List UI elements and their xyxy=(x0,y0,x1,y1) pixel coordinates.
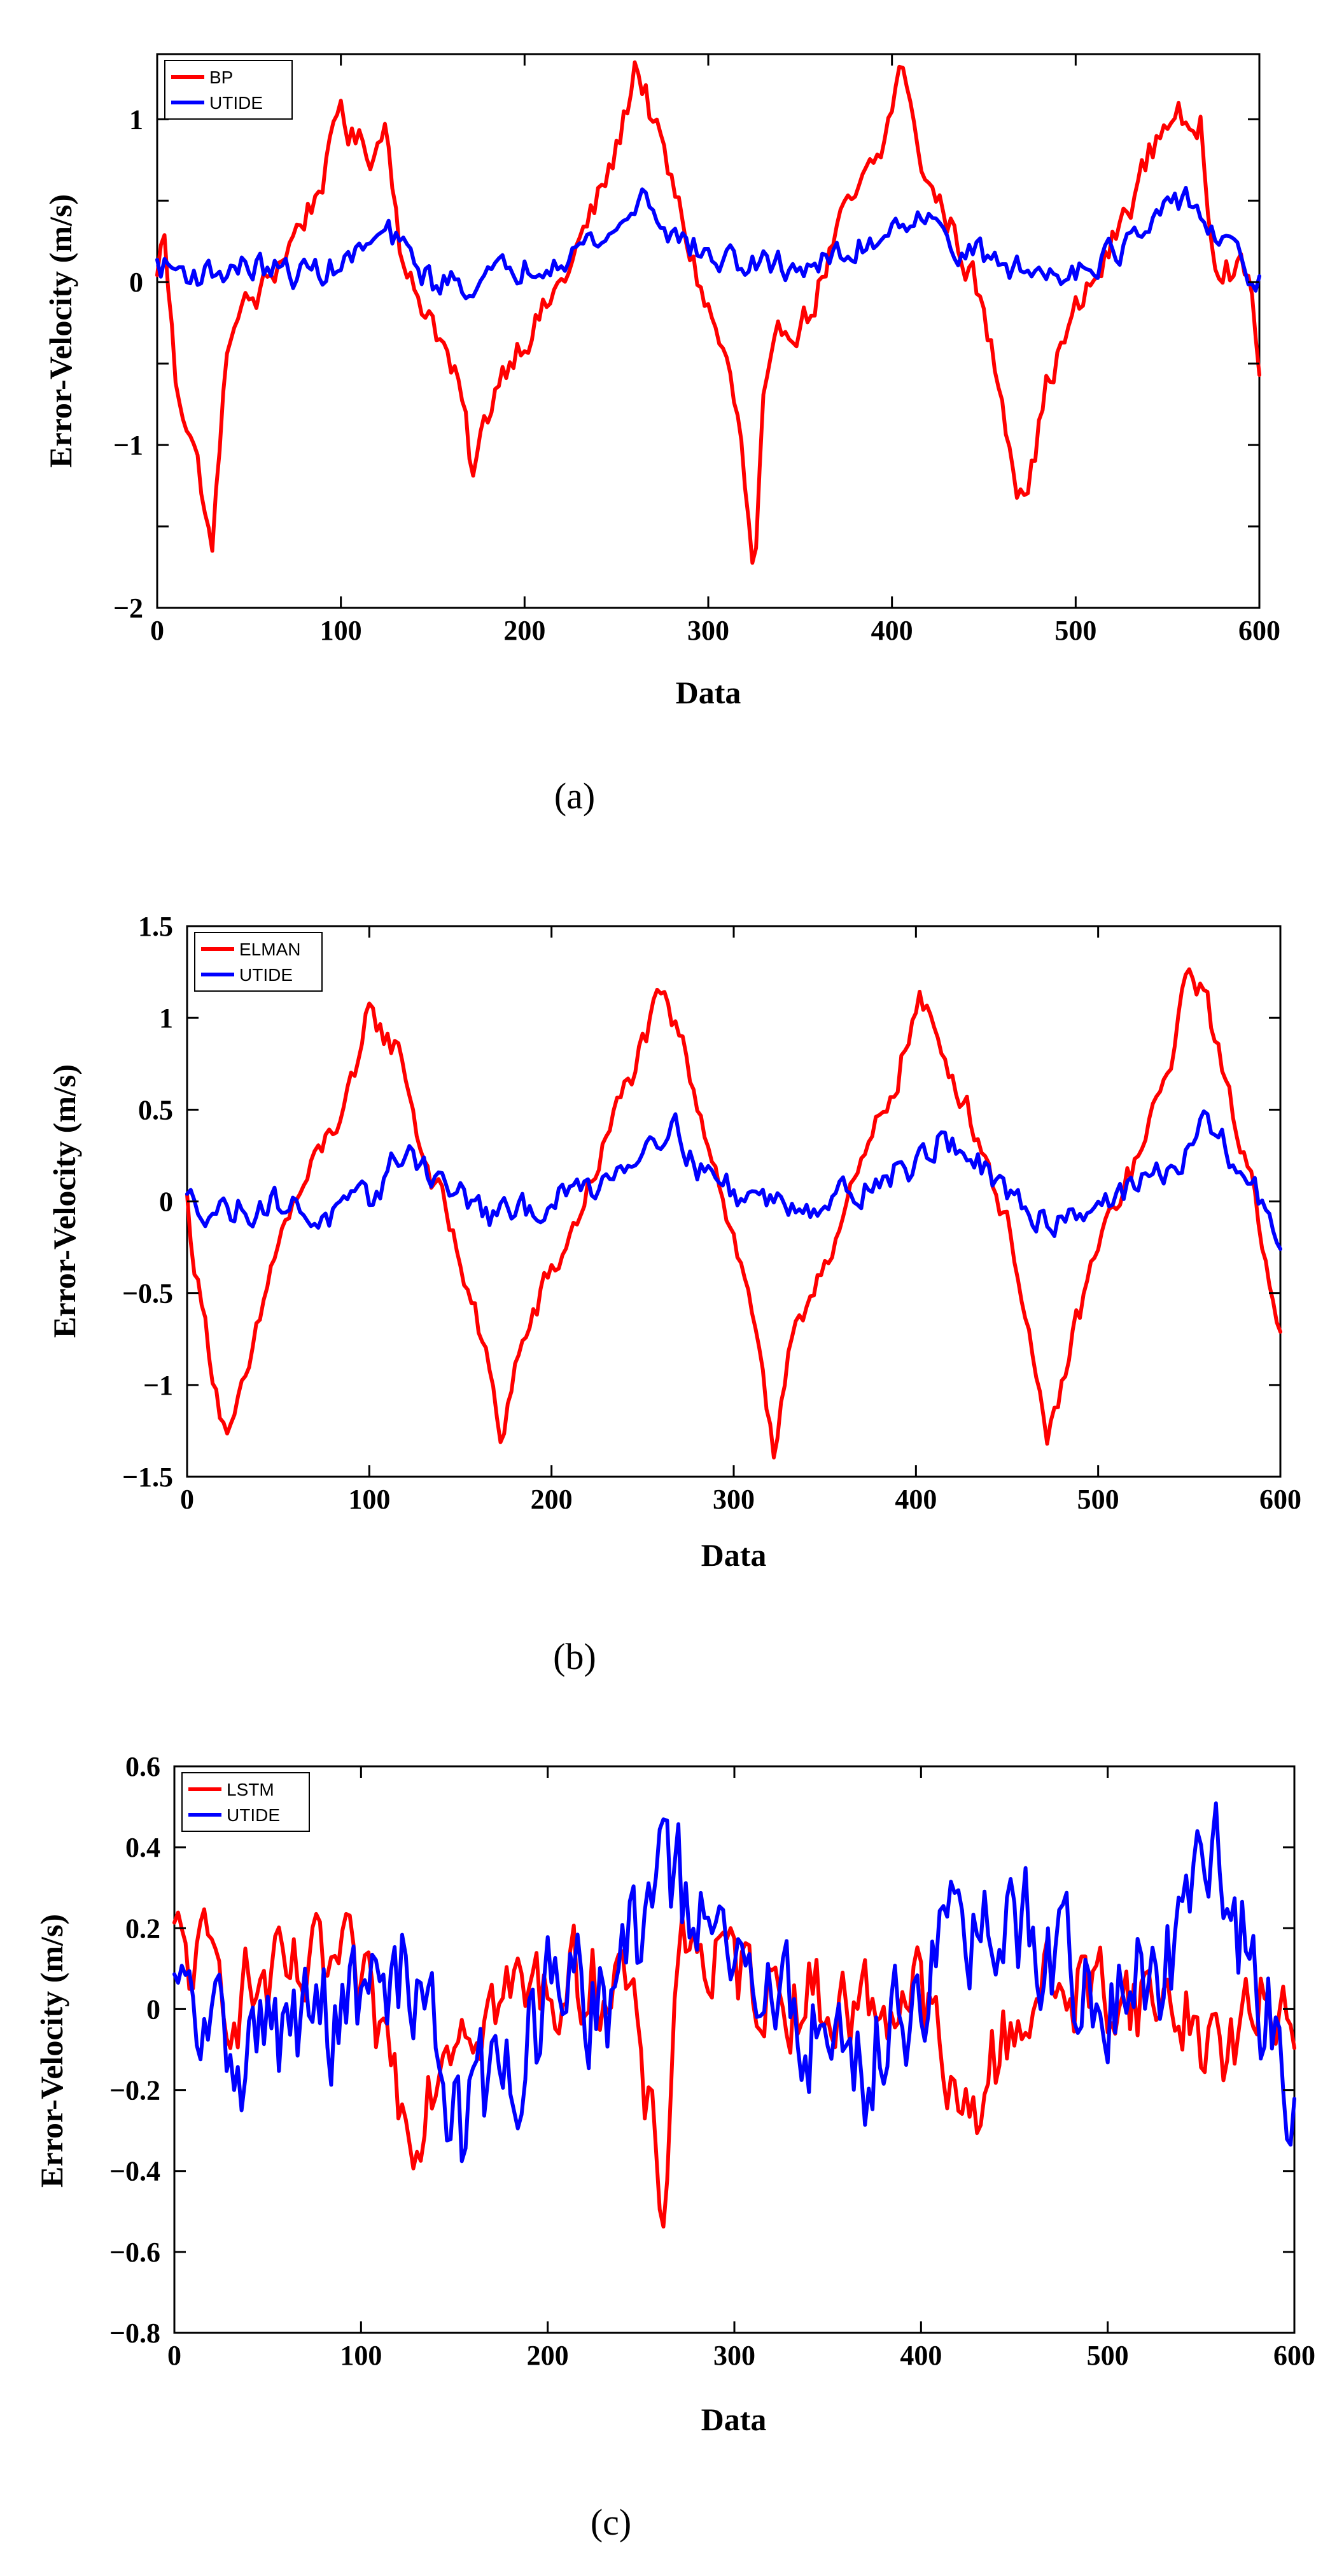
y-tick-label-b-3: 0 xyxy=(159,1186,173,1218)
y-tick-label-b-4: −0.5 xyxy=(122,1278,173,1309)
legend-label-bp-a: BP xyxy=(209,67,233,87)
y-tick-label-a-6: −2 xyxy=(113,593,143,624)
y-tick-label-b-1: 1 xyxy=(159,1003,173,1034)
series-line-utide-a xyxy=(155,186,1261,300)
plot-area-c xyxy=(173,1765,1296,2334)
x-tick-label-b-3: 300 xyxy=(713,1484,755,1515)
x-tick-label-c-5: 500 xyxy=(1087,2340,1129,2371)
plot-area-b xyxy=(186,925,1282,1478)
panel-label-b: (b) xyxy=(553,1636,596,1677)
x-tick-label-a-3: 300 xyxy=(687,615,729,646)
x-tick-label-a-6: 600 xyxy=(1238,615,1280,646)
x-tick-label-b-2: 200 xyxy=(531,1484,573,1515)
x-tick-label-a-0: 0 xyxy=(150,615,164,646)
x-tick-label-a-5: 500 xyxy=(1054,615,1096,646)
chart-panel-b: 0 100 200 300 400 500 600 1.5 1 0.5 0 −0.5 −1 −1.5 EL… xyxy=(46,911,1301,1677)
x-axis-title-c: Data xyxy=(701,2402,767,2437)
legend-label-elman-b: ELMAN xyxy=(239,940,300,959)
panel-label-c: (c) xyxy=(591,2502,631,2543)
y-tick-label-b-2: 0.5 xyxy=(138,1094,173,1125)
y-tick-label-b-6: −1.5 xyxy=(122,1461,173,1493)
y-tick-label-c-4: −0.2 xyxy=(109,2075,160,2106)
y-tick-label-c-1: 0.4 xyxy=(125,1832,160,1863)
x-tick-label-c-4: 400 xyxy=(900,2340,942,2371)
legend-label-lstm-c: LSTM xyxy=(227,1780,274,1799)
panel-label-a: (a) xyxy=(554,775,595,817)
x-tick-label-c-0: 0 xyxy=(167,2340,181,2371)
x-tick-label-c-6: 600 xyxy=(1273,2340,1315,2371)
x-tick-label-c-2: 200 xyxy=(527,2340,569,2371)
x-tick-label-c-3: 300 xyxy=(713,2340,755,2371)
series-line-utide-b xyxy=(185,1109,1282,1251)
chart-panel-c: 0 100 200 300 400 500 600 0.6 0.4 0.2 0 −0.2 −0.4 −0.… xyxy=(34,1751,1315,2543)
y-axis-title-a: Error-Velocity (m/s) xyxy=(43,194,78,468)
x-tick-label-c-1: 100 xyxy=(340,2340,382,2371)
x-tick-label-b-5: 500 xyxy=(1077,1484,1119,1515)
y-tick-label-a-0: 1 xyxy=(129,104,143,135)
legend-label-utide-a: UTIDE xyxy=(209,93,263,113)
legend-label-utide-b: UTIDE xyxy=(239,965,293,985)
y-tick-label-c-2: 0.2 xyxy=(125,1913,160,1944)
series-line-utide-c xyxy=(172,1801,1296,2164)
x-axis-title-a: Data xyxy=(676,675,741,710)
y-tick-label-c-7: −0.8 xyxy=(109,2318,160,2349)
x-tick-label-b-6: 600 xyxy=(1259,1484,1301,1515)
legend-label-utide-c: UTIDE xyxy=(227,1805,280,1825)
y-tick-label-c-6: −0.6 xyxy=(109,2237,160,2268)
plot-area-a xyxy=(156,53,1261,609)
series-line-elman-b xyxy=(185,967,1282,1460)
y-axis-title-c: Error-Velocity (m/s) xyxy=(34,1914,69,2188)
x-axis-title-b: Data xyxy=(701,1537,767,1573)
x-tick-label-b-1: 100 xyxy=(348,1484,390,1515)
y-axis-title-b: Error-Velocity (m/s) xyxy=(46,1064,82,1338)
legend-box-b xyxy=(194,932,323,992)
y-tick-label-c-5: −0.4 xyxy=(109,2156,160,2187)
x-tick-label-b-0: 0 xyxy=(180,1484,194,1515)
x-tick-label-a-4: 400 xyxy=(871,615,913,646)
x-tick-label-a-1: 100 xyxy=(320,615,362,646)
y-tick-label-c-3: 0 xyxy=(146,1994,160,2025)
y-tick-label-b-0: 1.5 xyxy=(138,911,173,942)
legend-box-c xyxy=(181,1772,310,1832)
x-tick-label-b-4: 400 xyxy=(895,1484,937,1515)
y-tick-label-b-5: −1 xyxy=(143,1370,173,1401)
chart-panel-a: 0 100 200 300 400 500 600 1 0 −1 −2 BP UTIDE Data E… xyxy=(43,53,1280,817)
series-line-bp-a xyxy=(155,60,1261,565)
legend-box-a xyxy=(164,60,293,120)
y-tick-label-a-4: −1 xyxy=(113,430,143,461)
x-tick-label-a-2: 200 xyxy=(503,615,545,646)
y-tick-label-a-2: 0 xyxy=(129,267,143,298)
y-tick-label-c-0: 0.6 xyxy=(125,1751,160,1782)
